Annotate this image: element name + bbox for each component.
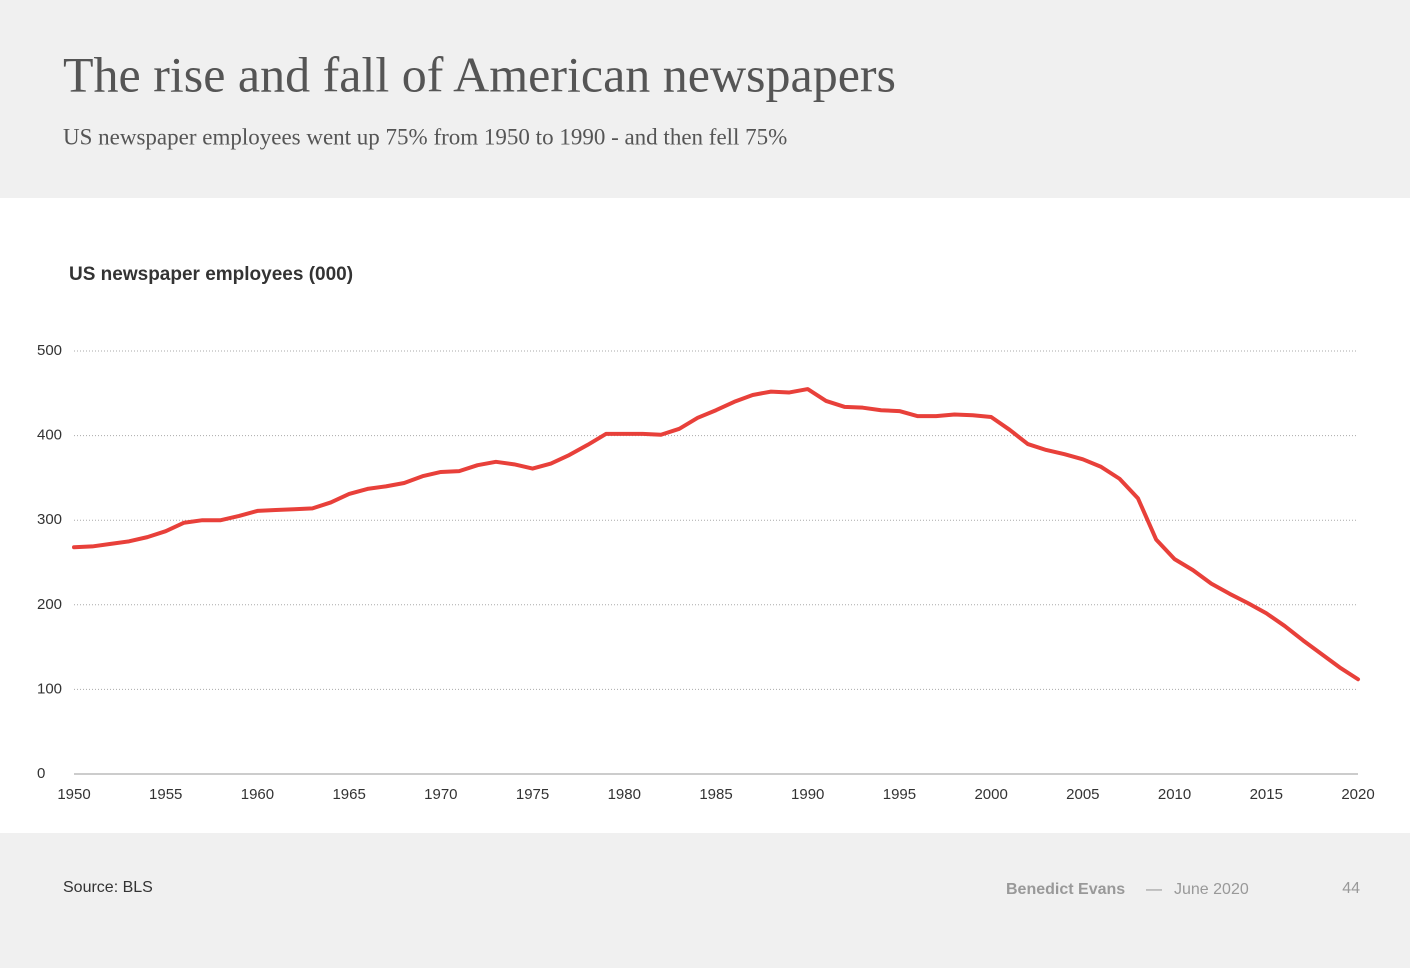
y-tick-label: 200 <box>37 596 62 613</box>
x-tick-label: 2005 <box>1066 786 1099 803</box>
data-line <box>72 387 1360 682</box>
y-tick-label: 0 <box>37 765 45 782</box>
y-tick-label: 500 <box>37 342 62 359</box>
author: Benedict Evans <box>1006 881 1125 898</box>
chart-band <box>0 198 1410 833</box>
header-band <box>0 0 1410 198</box>
x-tick-label: 1995 <box>883 786 916 803</box>
x-tick-label: 2015 <box>1250 786 1283 803</box>
chart-subtitle: US newspaper employees went up 75% from … <box>63 124 787 149</box>
x-tick-label: 1980 <box>608 786 641 803</box>
y-axis-label: US newspaper employees (000) <box>69 264 353 285</box>
separator: — <box>1146 881 1162 898</box>
x-tick-label: 1985 <box>699 786 732 803</box>
y-tick-label: 100 <box>37 680 62 697</box>
x-tick-label: 2000 <box>974 786 1007 803</box>
y-tick-label: 400 <box>37 427 62 444</box>
y-tick-label: 300 <box>37 511 62 528</box>
x-tick-label: 1990 <box>791 786 824 803</box>
x-tick-label: 1960 <box>241 786 274 803</box>
x-tick-label: 2010 <box>1158 786 1191 803</box>
x-tick-label: 1970 <box>424 786 457 803</box>
chart-title: The rise and fall of American newspapers <box>63 46 896 102</box>
x-tick-label: 1950 <box>57 786 90 803</box>
x-tick-label: 2020 <box>1341 786 1374 803</box>
date: June 2020 <box>1174 881 1249 898</box>
x-tick-label: 1965 <box>332 786 365 803</box>
footer-band <box>0 833 1410 968</box>
source: Source: BLS <box>63 879 153 896</box>
page-number: 44 <box>1342 880 1360 897</box>
x-tick-label: 1975 <box>516 786 549 803</box>
x-tick-label: 1955 <box>149 786 182 803</box>
